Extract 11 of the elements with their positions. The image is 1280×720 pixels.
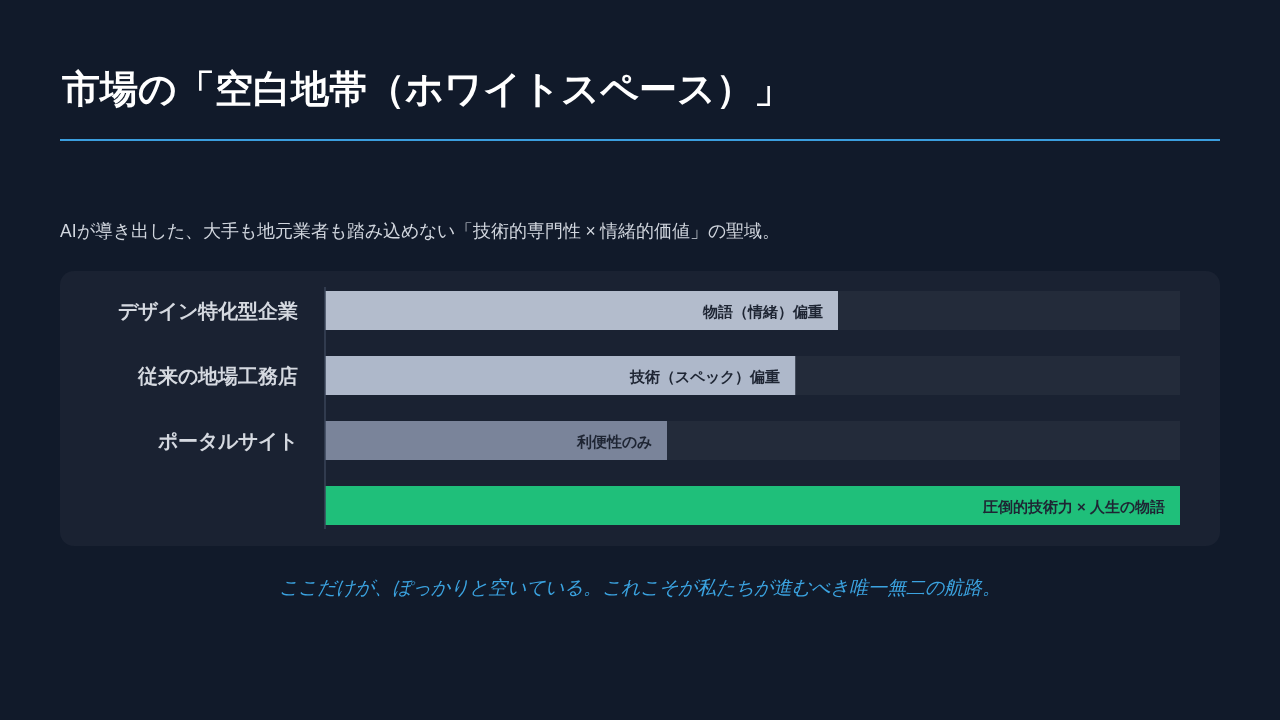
y-tick-label: ポータルサイト: [157, 429, 298, 452]
y-tick-label: 従来の地場工務店: [137, 364, 298, 387]
y-tick-label: デザイン特化型企業: [118, 299, 298, 322]
annotation: 利便性のみ: [576, 432, 652, 450]
annotation: 技術（スペック）偏重: [629, 367, 781, 385]
bar: [325, 486, 1180, 525]
text: ここだけが、ぽっかりと空いている。これこそが私たちが進むべき唯一無二の航路。: [279, 577, 1001, 598]
chart-title: 市場の「空白地帯（ホワイトスペース）」: [62, 68, 792, 110]
chart-subtitle: AIが導き出した、大手も地元業者も踏み込めない「技術的専門性 × 情緒的価値」の聖域。: [60, 221, 781, 241]
annotation: 物語（情緒）偏重: [702, 302, 823, 320]
annotation: 圧倒的技術力 × 人生の物語: [981, 497, 1165, 515]
